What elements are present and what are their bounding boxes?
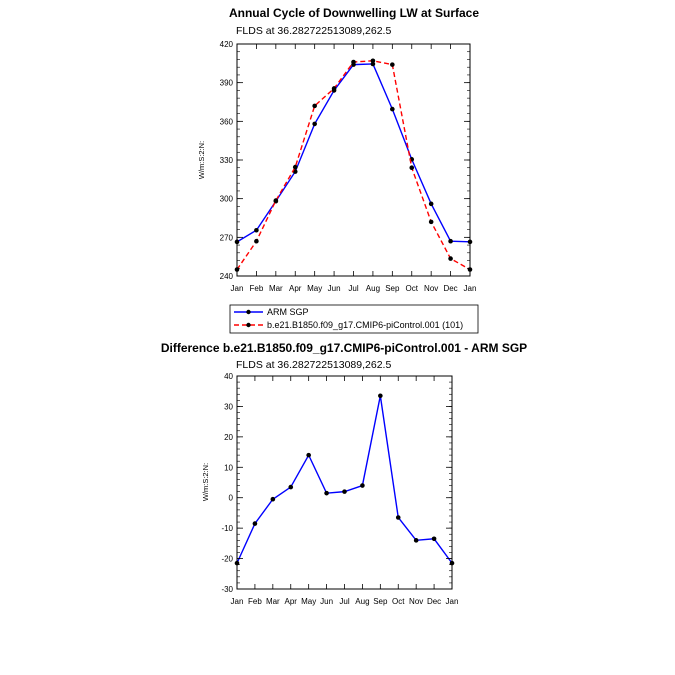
legend-marker-model [246,322,251,328]
top-x-tick-label: Nov [424,284,438,293]
top-y-tick-label: 360 [220,117,234,126]
bottom-x-tick-label: May [301,597,316,606]
bottom-y-tick-label: -30 [221,585,233,594]
top-series-1-point [448,256,453,261]
legend-label-model: b.e21.B1850.f09_g17.CMIP6-piControl.001 … [267,320,463,330]
bottom-series-0-point [395,515,401,520]
bottom-y-axis-label: W/m:S:2:N: [201,463,210,501]
top-series-line-0 [236,63,471,243]
top-y-tick-label: 300 [220,195,234,204]
bottom-series-0-point [431,536,437,542]
legend-marker-arm [246,309,251,315]
top-series-0-point [312,121,317,127]
top-series-1-point [428,219,434,225]
bottom-series-0-point [288,484,294,490]
top-series-1-point [331,86,337,91]
bottom-chart-subtitle: FLDS at 36.282722513089,262.5 [236,359,391,371]
bottom-x-tick-label: Jul [339,597,349,606]
top-y-tick-label: 270 [220,233,234,242]
bottom-x-tick-label: Apr [285,597,298,606]
bottom-y-tick-label: 30 [224,402,233,411]
top-plot-frame [236,43,471,277]
top-series-line-1 [236,60,471,271]
top-y-axis-label: W/m:S:2:N: [197,141,206,179]
top-chart-title: Annual Cycle of Downwelling LW at Surfac… [229,6,479,20]
top-series-0-point [390,106,395,112]
top-x-tick-label: Aug [366,284,380,293]
top-x-tick-label: Mar [269,284,283,293]
top-x-tick-label: Sep [385,284,400,293]
top-x-tick-label: Jan [231,284,244,293]
top-y-tick-label: 420 [220,40,234,49]
top-series-1-point [312,103,317,109]
top-series-1-point [292,164,298,170]
top-chart-subtitle: FLDS at 36.282722513089,262.5 [236,25,391,37]
bottom-x-tick-label: Nov [409,597,423,606]
top-x-tick-label: Oct [406,284,419,293]
legend-label-arm: ARM SGP [267,307,309,317]
top-x-tick-label: Feb [250,284,264,293]
bottom-series-0-point [306,452,311,458]
bottom-x-tick-label: Mar [266,597,280,606]
top-series-1-point [390,62,395,67]
top-series-1-point [409,165,415,171]
bottom-series-line-0 [236,395,453,564]
top-plot: Annual Cycle of Downwelling LW at Surfac… [197,6,479,293]
top-x-tick-label: Apr [289,284,302,293]
bottom-x-tick-label: Dec [427,597,441,606]
top-x-tick-label: Jul [348,284,358,293]
bottom-x-tick-label: Oct [392,597,405,606]
bottom-y-tick-label: -10 [221,524,233,533]
top-series-0-point [448,238,453,244]
bottom-series-0-point [324,490,329,496]
bottom-x-tick-label: Feb [248,597,262,606]
top-series-1-point [351,59,356,65]
top-series-1-point [370,58,376,64]
bottom-y-tick-label: 10 [224,463,233,472]
top-series-1-point [254,238,259,244]
top-x-tick-label: Jan [464,284,477,293]
bottom-x-tick-label: Sep [373,597,388,606]
top-series-1-point [273,198,279,203]
top-series-0-point [254,227,259,233]
top-y-tick-label: 330 [220,156,234,165]
bottom-series-0-point [413,538,419,543]
bottom-x-tick-label: Jan [446,597,459,606]
top-y-tick-label: 390 [220,79,234,88]
top-y-tick-label: 240 [220,272,234,281]
bottom-y-tick-label: 40 [224,372,233,381]
top-series-0-point [370,61,376,67]
top-x-tick-label: Dec [443,284,457,293]
bottom-series-0-point [342,489,347,494]
bottom-x-tick-label: Jan [231,597,244,606]
top-x-tick-label: Jun [328,284,341,293]
bottom-series-0-point [252,521,258,526]
bottom-y-tick-label: -20 [221,555,233,564]
top-series-0-point [428,201,434,207]
bottom-y-tick-label: 20 [224,433,233,442]
bottom-series-0-point [378,393,383,399]
top-x-tick-label: May [307,284,322,293]
bottom-y-tick-label: 0 [229,494,234,503]
bottom-plot-frame [236,375,453,590]
bottom-series-0-point [360,483,365,488]
bottom-series-0-point [270,496,276,502]
bottom-chart-title: Difference b.e21.B1850.f09_g17.CMIP6-piC… [161,341,527,355]
bottom-plot: Difference b.e21.B1850.f09_g17.CMIP6-piC… [161,341,527,606]
bottom-x-tick-label: Jun [320,597,333,606]
legend-box [229,304,479,334]
bottom-x-tick-label: Aug [355,597,369,606]
legend: ARM SGP b.e21.B1850.f09_g17.CMIP6-piCont… [229,304,479,334]
